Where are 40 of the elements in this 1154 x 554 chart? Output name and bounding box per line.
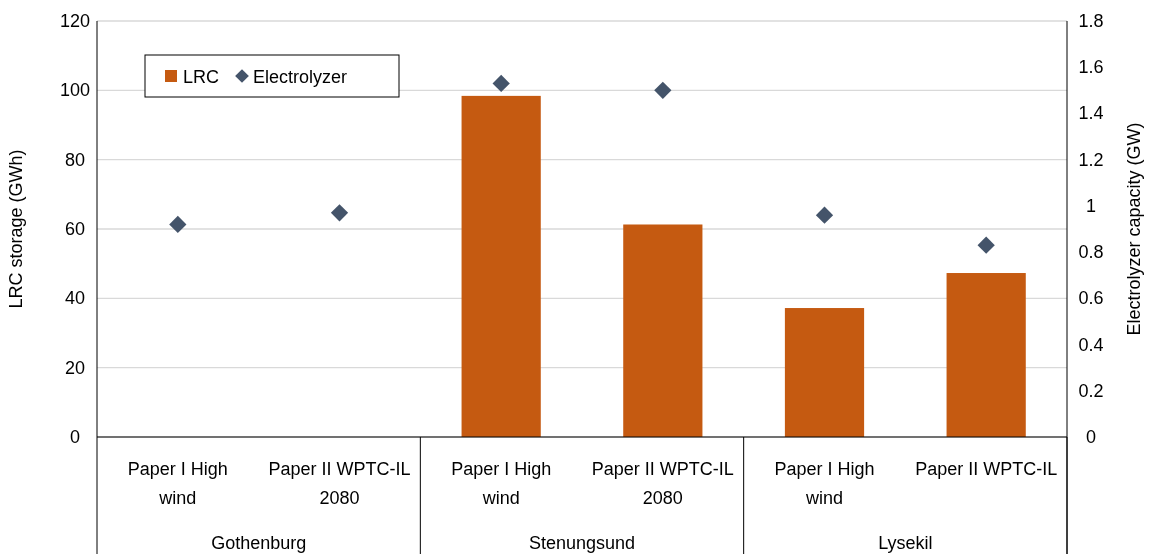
point — [492, 74, 510, 93]
y2-tick-label: 1.2 — [1078, 149, 1104, 170]
y2-tick-label: 0.8 — [1078, 242, 1104, 263]
y2-tick-label: 0.4 — [1078, 334, 1104, 355]
y-tick-label: 120 — [59, 11, 91, 31]
x-tick-label: Paper II WPTC-IL 2080 — [591, 459, 734, 508]
legend-label: Electrolyzer — [253, 67, 348, 87]
legend-label: LRC — [183, 67, 220, 87]
bar — [623, 224, 703, 437]
point — [815, 206, 834, 224]
x-tick-label: Paper I High wind — [127, 459, 228, 508]
y2-tick-label: 1.8 — [1078, 11, 1104, 31]
y-tick-label: 20 — [64, 357, 86, 378]
y2-tick-label: 0.6 — [1078, 288, 1104, 309]
y2-tick-label: 1.6 — [1078, 57, 1104, 78]
bar — [784, 308, 865, 437]
y-tick-label: 80 — [64, 149, 86, 170]
point — [977, 236, 995, 254]
y-tick-label: 0 — [69, 427, 81, 447]
x-tick-label: Paper I High wind — [451, 459, 552, 508]
y2-tick-label: 0.2 — [1078, 380, 1104, 401]
text: Gothenburg — [211, 533, 307, 553]
y2-tick-label: 1.4 — [1078, 103, 1104, 124]
y-tick-label: 100 — [59, 80, 91, 101]
x-tick-label: Paper II WPTC-IL — [915, 459, 1058, 479]
y2-axis-title: Electrolyzer capacity (GW) — [1124, 122, 1144, 336]
x-tick-label: Paper II WPTC-IL 2080 — [268, 459, 411, 508]
y2-tick-label: 0 — [1085, 427, 1097, 447]
point — [654, 81, 672, 99]
y-tick-label: 40 — [64, 288, 86, 309]
text: Lysekil — [878, 533, 933, 553]
y-tick-label: 60 — [64, 219, 86, 239]
point — [169, 215, 187, 234]
point — [330, 204, 349, 222]
text: Stenungsund — [528, 533, 636, 553]
bar — [946, 273, 1026, 437]
bar — [461, 95, 541, 437]
x-tick-label: Paper I High wind — [774, 459, 875, 508]
y-axis-title: LRC storage (GWh) — [6, 149, 26, 309]
y2-tick-label: 1 — [1085, 195, 1097, 216]
